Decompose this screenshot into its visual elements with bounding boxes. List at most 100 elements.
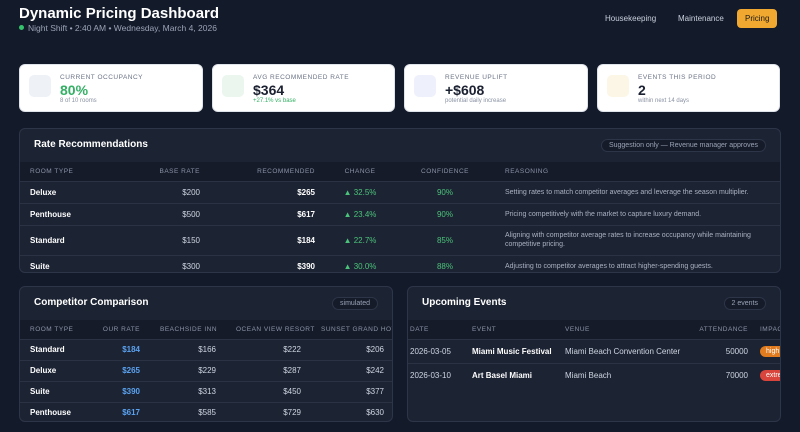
table-row: Deluxe $200 $265 ▲ 32.5% 90% Setting rates to… [20,180,780,203]
nav-button[interactable]: Maintenance [678,14,724,23]
table-cell: ▲ 30.0% [325,254,395,272]
impact-badge: high [760,345,780,357]
table-cell: $390 [210,254,325,272]
header-row: ROOM TYPE OUR RATE BEACHSIDE INN OCEAN VIEW… [20,320,392,339]
table-cell: $150 [130,224,210,255]
kpi-label: AVG RECOMMENDED RATE [253,74,350,81]
header-row: DATEEVENTVENUEATTENDANCEIMPACT [408,320,780,339]
table-row: 2026-03-10 Art Basel Miami Miami Beach 7000… [408,362,780,387]
column-header: ROOM TYPE [20,162,130,181]
table-cell: $300 [130,254,210,272]
kpi-card: EVENTS THIS PERIOD 2 within next 14 days [597,64,780,112]
impact-badge: extreme [760,369,780,381]
table-cell: $630 [311,401,392,421]
kpi-icon [414,75,436,97]
table-cell: $265 [210,180,325,203]
table-cell: Suite [20,380,90,402]
column-header: BEACHSIDE INN [150,320,226,339]
kpi-icon [607,75,629,97]
subtitle-text: Night Shift • 2:40 AM • Wednesday, March… [28,23,217,33]
table-cell: 2026-03-10 [408,362,470,387]
table-cell: ▲ 32.5% [325,180,395,203]
table-cell: $200 [130,180,210,203]
table-cell: high [758,338,780,363]
column-header: CONFIDENCE [395,162,495,181]
table-cell: Adjusting to competitor averages to attr… [495,254,780,272]
table-cell: Miami Music Festival [470,338,563,363]
kpi-card: REVENUE UPLIFT +$608 potential daily incre… [404,64,588,112]
table-cell: $617 [90,401,150,421]
kpi-label: REVENUE UPLIFT [445,74,508,81]
table-cell: Pricing competitively with the market to… [495,202,780,225]
table-row: Penthouse $617 $585 $729 $630 [20,401,392,421]
column-header: DATE [408,320,470,339]
kpi-value: $364 [253,82,285,98]
table-cell: Suite [20,254,130,272]
table-cell: $206 [311,338,392,360]
table-cell: ▲ 23.4% [325,202,395,225]
table-cell: Miami Beach [563,362,691,387]
column-header: ROOM TYPE [20,320,90,339]
table-cell: $617 [210,202,325,225]
table-cell: Penthouse [20,202,130,225]
header-row: ROOM TYPE BASE RATE RECOMMENDED CHANGE CONFI… [20,162,780,181]
table-cell: 85% [395,224,495,255]
table-cell: Deluxe [20,180,130,203]
nav-button[interactable]: Housekeeping [605,14,657,23]
table-row: Standard $150 $184 ▲ 22.7% 85% Aligning with … [20,224,780,255]
kpi-value: 80% [60,82,89,98]
table-cell: 90% [395,202,495,225]
competitor-panel: Competitor Comparison simulated ROOM TYP… [19,286,393,422]
kpi-label: EVENTS THIS PERIOD [638,74,717,81]
table-cell: $184 [90,338,150,360]
kpi-icon [222,75,244,97]
kpi-card: AVG RECOMMENDED RATE $364 +27.1% vs base [212,64,395,112]
kpi-value: 2 [638,82,646,98]
kpi-label: CURRENT OCCUPANCY [60,74,144,81]
table-cell: $377 [311,380,392,402]
table-cell: Art Basel Miami [470,362,563,387]
table-cell: $222 [226,338,311,360]
table-row: Standard $184 $166 $222 $206 [20,338,392,360]
table-row: Suite $300 $390 ▲ 30.0% 88% Adjusting to comp… [20,254,780,272]
table-cell: $265 [90,359,150,381]
kpi-value: +$608 [445,82,485,98]
subtitle: Night Shift • 2:40 AM • Wednesday, March… [19,23,217,33]
table-row: Suite $390 $313 $450 $377 [20,380,392,402]
table-cell: $450 [226,380,311,402]
table-cell: $729 [226,401,311,421]
kpi-sub: potential daily increase [445,98,507,104]
table-cell: $585 [150,401,226,421]
table-cell: $166 [150,338,226,360]
table-cell: 90% [395,180,495,203]
panel-title: Competitor Comparison [34,297,149,308]
table-cell: $229 [150,359,226,381]
panel-badge: 2 events [723,297,766,310]
column-header: VENUE [563,320,691,339]
table-cell: Standard [20,338,90,360]
column-header: OCEAN VIEW RESORT [226,320,314,339]
page-title: Dynamic Pricing Dashboard [19,5,220,22]
panel-badge: simulated [332,297,378,310]
column-header: ATTENDANCE [691,320,758,339]
table-row: 2026-03-05 Miami Music Festival Miami Beac… [408,338,780,363]
rates-panel: Rate Recommendations Suggestion only — R… [19,128,781,273]
column-header: SUNSET GRAND HOTEL [311,320,392,339]
column-header: RECOMMENDED [210,162,325,181]
status-dot [19,25,24,30]
panel-title: Rate Recommendations [34,139,148,150]
table-cell: Aligning with competitor average rates t… [495,224,780,255]
column-header: EVENT [470,320,563,339]
table-cell: $500 [130,202,210,225]
nav-button-active[interactable]: Pricing [737,9,778,28]
column-header: BASE RATE [130,162,210,181]
rates-table: ROOM TYPE BASE RATE RECOMMENDED CHANGE CONFI… [20,162,780,272]
events-table: DATEEVENTVENUEATTENDANCEIMPACT2026-03-05… [408,320,780,387]
competitor-table: ROOM TYPE OUR RATE BEACHSIDE INN OCEAN VIEW… [20,320,392,421]
column-header: CHANGE [325,162,395,181]
table-cell: $313 [150,380,226,402]
column-header: OUR RATE [90,320,150,339]
table-cell: $287 [226,359,311,381]
panel-badge: Suggestion only — Revenue manager approv… [600,139,766,152]
